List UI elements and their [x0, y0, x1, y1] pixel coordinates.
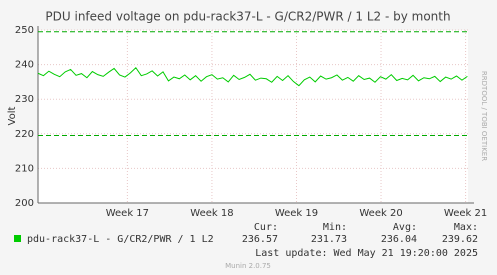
x-tick-label: Week 18 — [190, 208, 233, 219]
data-line — [37, 66, 468, 87]
stat-value: 236.57 — [242, 234, 278, 245]
x-tick-label: Week 20 — [359, 208, 402, 219]
y-axis-label: Volt — [7, 106, 18, 125]
stat-header: Avg: — [393, 222, 417, 233]
y-tick-label: 210 — [15, 163, 34, 174]
stat-value: 239.62 — [442, 234, 478, 245]
side-text: RRDTOOL / TOBI OETIKER — [480, 71, 488, 161]
x-tick-label: Week 19 — [275, 208, 318, 219]
x-tick-label: Week 17 — [106, 208, 149, 219]
stat-value: 231.73 — [311, 234, 347, 245]
y-tick-label: 220 — [15, 129, 34, 140]
stat-header: Min: — [323, 222, 347, 233]
y-tick-label: 250 — [15, 25, 34, 36]
stat-header: Max: — [454, 222, 478, 233]
chart-title: PDU infeed voltage on pdu-rack37-L - G/C… — [45, 10, 450, 24]
x-tick-label: Week 21 — [444, 208, 487, 219]
stat-header: Cur: — [254, 222, 278, 233]
legend-label: pdu-rack37-L - G/CR2/PWR / 1 L2 — [27, 234, 214, 245]
legend-swatch — [14, 235, 21, 242]
stat-value: 236.04 — [381, 234, 417, 245]
footer: Munin 2.0.75 — [225, 262, 271, 270]
y-tick-label: 200 — [15, 198, 34, 209]
plot-area — [38, 30, 468, 203]
y-tick-label: 240 — [15, 60, 34, 71]
y-tick-label: 230 — [15, 94, 34, 105]
last-update: Last update: Wed May 21 19:20:00 2025 — [255, 248, 478, 259]
